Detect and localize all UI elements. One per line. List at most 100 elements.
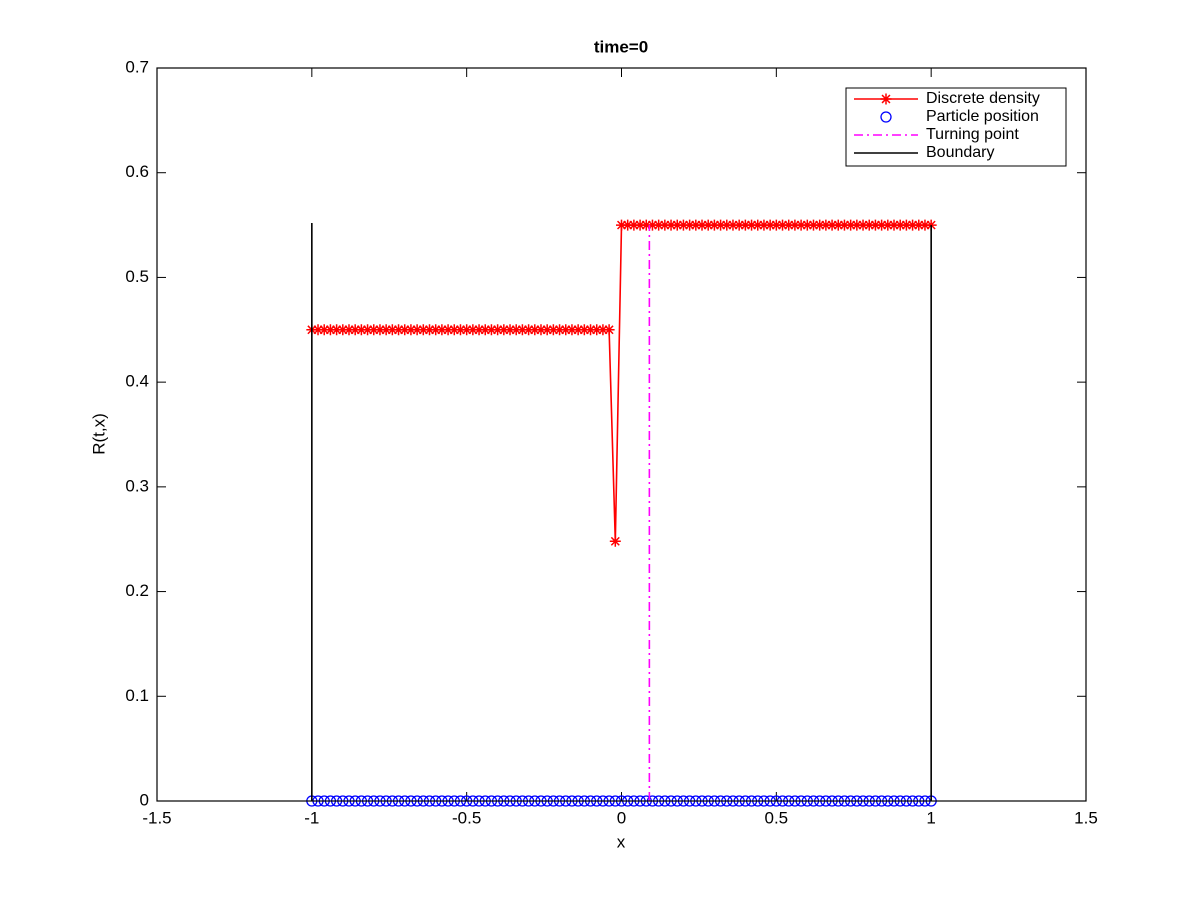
- star-marker: [733, 219, 745, 231]
- star-marker: [677, 219, 689, 231]
- star-marker: [424, 324, 436, 336]
- star-marker: [907, 219, 919, 231]
- star-marker: [814, 219, 826, 231]
- circle-marker: [880, 111, 892, 123]
- star-marker: [764, 219, 776, 231]
- star-marker: [585, 324, 597, 336]
- x-tick-label: -1.5: [142, 808, 171, 827]
- star-marker: [479, 324, 491, 336]
- star-marker: [523, 324, 535, 336]
- star-marker: [739, 219, 751, 231]
- star-marker: [349, 324, 361, 336]
- star-marker: [380, 324, 392, 336]
- star-marker: [560, 324, 572, 336]
- legend-label: Particle position: [926, 108, 1039, 125]
- star-marker: [888, 219, 900, 231]
- x-tick-label: -1: [304, 808, 319, 827]
- star-marker: [448, 324, 460, 336]
- star-marker: [343, 324, 355, 336]
- x-tick-label: 1: [926, 808, 935, 827]
- star-marker: [851, 219, 863, 231]
- star-marker: [362, 324, 374, 336]
- star-marker: [783, 219, 795, 231]
- star-marker: [597, 324, 609, 336]
- star-marker: [690, 219, 702, 231]
- y-tick-label: 0.6: [125, 162, 149, 181]
- star-marker: [715, 219, 727, 231]
- star-marker: [770, 219, 782, 231]
- star-marker: [430, 324, 442, 336]
- star-marker: [746, 219, 758, 231]
- star-marker: [622, 219, 634, 231]
- star-marker: [399, 324, 411, 336]
- star-marker: [504, 324, 516, 336]
- legend-label: Turning point: [926, 126, 1019, 143]
- x-tick-label: 0: [617, 808, 626, 827]
- star-marker: [832, 219, 844, 231]
- star-marker: [876, 219, 888, 231]
- star-marker: [882, 219, 894, 231]
- star-marker: [838, 219, 850, 231]
- star-marker: [535, 324, 547, 336]
- star-marker: [417, 324, 429, 336]
- star-marker: [516, 324, 528, 336]
- star-marker: [708, 219, 720, 231]
- star-marker: [318, 324, 330, 336]
- star-marker: [355, 324, 367, 336]
- star-marker: [510, 324, 522, 336]
- star-marker: [826, 219, 838, 231]
- y-tick-label: 0.4: [125, 372, 149, 391]
- star-marker: [442, 324, 454, 336]
- x-axis-label: x: [617, 832, 626, 851]
- star-marker: [863, 219, 875, 231]
- star-marker: [634, 219, 646, 231]
- star-marker: [368, 324, 380, 336]
- star-marker: [702, 219, 714, 231]
- y-tick-label: 0.3: [125, 476, 149, 495]
- star-marker: [591, 324, 603, 336]
- star-marker: [727, 219, 739, 231]
- legend-label: Boundary: [926, 144, 995, 161]
- legend-label: Discrete density: [926, 90, 1040, 107]
- star-marker: [337, 324, 349, 336]
- star-marker: [659, 219, 671, 231]
- star-marker: [529, 324, 541, 336]
- star-marker: [628, 219, 640, 231]
- star-marker: [789, 219, 801, 231]
- star-marker: [801, 219, 813, 231]
- y-tick-label: 0.5: [125, 267, 149, 286]
- star-marker: [777, 219, 789, 231]
- star-marker: [603, 324, 615, 336]
- star-marker: [894, 219, 906, 231]
- star-marker: [498, 324, 510, 336]
- star-marker: [578, 324, 590, 336]
- star-marker: [547, 324, 559, 336]
- star-marker: [492, 324, 504, 336]
- star-marker: [566, 324, 578, 336]
- star-marker: [665, 219, 677, 231]
- star-marker: [386, 324, 398, 336]
- x-tick-label: 0.5: [765, 808, 789, 827]
- y-tick-label: 0.1: [125, 686, 149, 705]
- y-tick-label: 0.7: [125, 57, 149, 76]
- chart-title: time=0: [594, 37, 648, 56]
- y-axis-label: R(t,x): [89, 413, 108, 455]
- star-marker: [857, 219, 869, 231]
- star-marker: [653, 219, 665, 231]
- star-marker: [485, 324, 497, 336]
- star-marker: [684, 219, 696, 231]
- star-marker: [671, 219, 683, 231]
- star-marker: [807, 219, 819, 231]
- x-tick-label: -0.5: [452, 808, 481, 827]
- star-marker: [869, 219, 881, 231]
- star-marker: [880, 93, 892, 105]
- series-line: [311, 222, 932, 801]
- star-marker: [913, 219, 925, 231]
- star-marker: [758, 219, 770, 231]
- y-tick-label: 0.2: [125, 581, 149, 600]
- star-marker: [572, 324, 584, 336]
- star-marker: [436, 324, 448, 336]
- star-marker: [925, 219, 937, 231]
